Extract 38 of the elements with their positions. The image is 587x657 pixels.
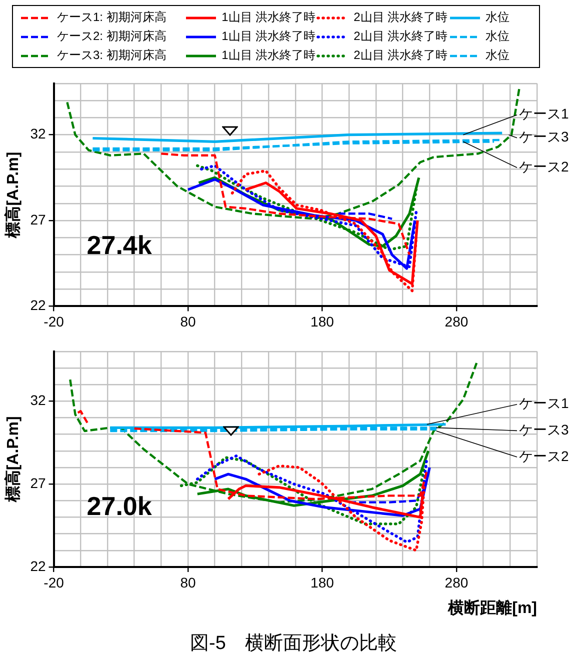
legend-label: 2山目 洪水終了時 — [354, 28, 448, 45]
legend-label: 2山目 洪水終了時 — [354, 9, 448, 26]
y-tick-label: 27 — [30, 211, 46, 228]
legend-label: 1山目 洪水終了時 — [222, 47, 316, 64]
legend-label: ケース1: 初期河床高 — [57, 9, 166, 26]
text: 図-5 横断面形状の比較 — [189, 632, 398, 656]
x-tick-label: 280 — [444, 313, 468, 330]
y-tick-label: 22 — [30, 297, 46, 314]
annotation: ケース1 — [519, 106, 569, 122]
annotation: 27.4k — [86, 230, 152, 260]
legend-label: 1山目 洪水終了時 — [222, 9, 316, 26]
legend-label: ケース2: 初期河床高 — [57, 28, 166, 45]
y-tick-label: 22 — [30, 558, 46, 574]
annotation: ケース1 — [519, 395, 569, 412]
legend-label: 水位 — [486, 28, 510, 45]
x-tick-label: 80 — [180, 313, 196, 330]
legend-label: 2山目 洪水終了時 — [354, 47, 448, 64]
legend-label: ケース3: 初期河床高 — [57, 47, 166, 64]
x-tick-label: 180 — [310, 313, 334, 330]
legend-label: 水位 — [486, 47, 510, 64]
x-tick-label: 280 — [444, 574, 468, 590]
legend-label: 1山目 洪水終了時 — [222, 28, 316, 45]
annotation: ケース3 — [519, 128, 569, 145]
annotation: ケース2 — [519, 448, 569, 464]
y-tick-label: 32 — [30, 126, 46, 142]
y-tick-label: 32 — [30, 392, 46, 408]
x-tick-label: -20 — [44, 313, 64, 330]
x-axis-title: 横断距離[m] — [447, 598, 537, 617]
x-tick-label: 80 — [180, 574, 196, 590]
annotation: 27.0k — [86, 491, 152, 521]
x-tick-label: 180 — [310, 574, 334, 590]
annotation: ケース2 — [519, 158, 569, 175]
legend-label: 水位 — [486, 9, 510, 26]
y-axis-title: 標高[A.P.m] — [3, 416, 22, 504]
y-axis-title: 標高[A.P.m] — [3, 152, 22, 239]
y-tick-label: 27 — [30, 474, 46, 491]
x-tick-label: -20 — [44, 574, 64, 590]
annotation: ケース3 — [519, 422, 569, 438]
